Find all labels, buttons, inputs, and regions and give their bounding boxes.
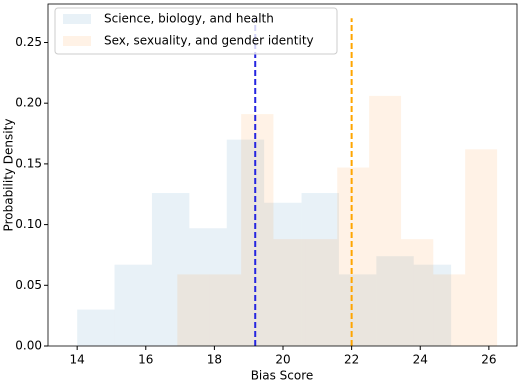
histogram-bar [369, 95, 402, 347]
histogram-bar [337, 167, 370, 346]
legend-swatch [63, 14, 91, 24]
x-tick-label: 24 [413, 353, 428, 367]
histogram-bar [114, 264, 152, 346]
y-tick-label: 0.10 [15, 217, 42, 231]
histogram-bar [376, 256, 414, 346]
plot-frame [47, 3, 518, 347]
x-tick-label: 16 [138, 353, 153, 367]
histogram-bar [413, 264, 452, 346]
histogram-bar [151, 193, 190, 346]
histogram-bar [305, 239, 338, 346]
histogram-bar [177, 274, 210, 346]
histogram-bar [77, 309, 115, 346]
y-tick-label: 0.15 [15, 156, 42, 170]
histogram-bar [241, 114, 274, 346]
histogram-bar [209, 274, 242, 346]
x-tick-label: 26 [481, 353, 496, 367]
y-tick-label: 0.05 [15, 278, 42, 292]
histogram-bar [433, 274, 466, 346]
legend-box [54, 7, 338, 55]
legend-label: Sex, sexuality, and gender identity [104, 34, 314, 48]
x-tick-label: 22 [344, 353, 359, 367]
x-tick-label: 14 [70, 353, 85, 367]
x-axis-label: Bias Score [251, 369, 314, 383]
y-tick-label: 0.20 [15, 96, 42, 110]
histogram-bar [338, 274, 377, 346]
histogram-bar [226, 139, 265, 346]
y-axis-label: Probability Density [2, 119, 16, 232]
x-tick-label: 20 [275, 353, 290, 367]
histogram-bar [401, 239, 434, 346]
histogram-bar [264, 202, 302, 346]
histogram-bar [273, 239, 306, 346]
y-tick-label: 0.00 [15, 339, 42, 353]
legend: Science, biology, and health Sex, sexuali… [54, 7, 338, 55]
histogram-bar [465, 149, 498, 346]
x-tick-label: 18 [207, 353, 222, 367]
legend-swatch [63, 36, 91, 46]
histogram-bar [301, 193, 339, 346]
y-tick-label: 0.25 [15, 35, 42, 49]
histogram-bar [189, 228, 227, 346]
legend-label: Science, biology, and health [104, 12, 274, 26]
